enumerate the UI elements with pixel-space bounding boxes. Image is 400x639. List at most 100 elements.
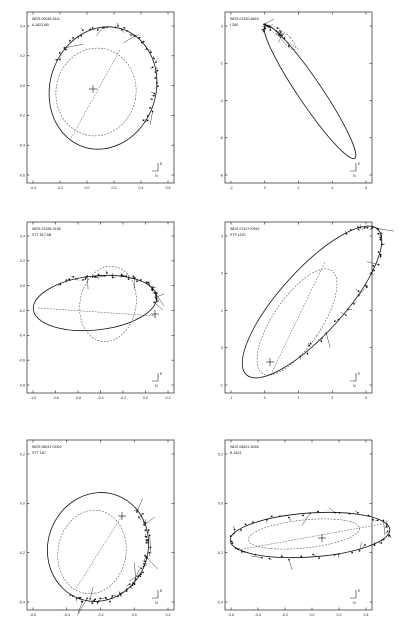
system-name: B 1624 bbox=[230, 451, 241, 455]
observation-point bbox=[334, 320, 336, 322]
observation-point bbox=[318, 557, 320, 559]
observation-point bbox=[134, 583, 136, 585]
wds-designation: WDS 03155-0158 bbox=[32, 227, 61, 231]
wds-designation: WDS 08041+2002 bbox=[32, 445, 61, 449]
observation-point bbox=[243, 551, 245, 553]
observation-point bbox=[358, 295, 360, 297]
observation-point bbox=[154, 292, 156, 294]
observation-point bbox=[105, 597, 107, 599]
observation-point bbox=[143, 524, 145, 526]
y-tick-label: 0.2 bbox=[20, 259, 25, 263]
compass-north-label: N bbox=[155, 174, 158, 178]
observation-point bbox=[149, 285, 151, 287]
system-name: A 1823 AB bbox=[32, 23, 49, 27]
y-tick-label: -0.4 bbox=[19, 334, 25, 338]
observation-point bbox=[140, 568, 142, 570]
compass-east-label: E bbox=[358, 589, 361, 593]
observation-point bbox=[380, 237, 382, 239]
observation-point bbox=[271, 515, 273, 517]
observation-point bbox=[109, 601, 111, 603]
compass-east-label: E bbox=[358, 372, 361, 376]
observation-point bbox=[75, 278, 77, 280]
observation-point bbox=[153, 58, 155, 60]
y-tick-label: -0.4 bbox=[217, 600, 223, 604]
observation-point bbox=[81, 601, 83, 603]
x-tick-label: -0.8 bbox=[52, 396, 58, 400]
observation-point bbox=[134, 277, 136, 279]
y-tick-label: 0.2 bbox=[20, 452, 25, 456]
observation-point bbox=[144, 529, 146, 531]
observation-point bbox=[72, 37, 74, 39]
observation-point bbox=[138, 516, 140, 518]
observation-point bbox=[129, 583, 131, 585]
observation-point bbox=[98, 274, 100, 276]
residual-line bbox=[289, 560, 292, 570]
observation-point bbox=[144, 555, 146, 557]
plot-frame bbox=[27, 440, 174, 610]
line-of-nodes bbox=[75, 516, 122, 590]
residual-line bbox=[377, 228, 394, 231]
observation-point bbox=[288, 559, 290, 561]
observation-point bbox=[143, 563, 145, 565]
observation-point bbox=[365, 285, 367, 287]
observation-point bbox=[372, 265, 374, 267]
residual-line bbox=[124, 36, 135, 42]
observation-point bbox=[112, 275, 114, 277]
x-tick-label: -0.6 bbox=[228, 613, 234, 617]
observation-point bbox=[94, 598, 96, 600]
observation-point bbox=[137, 576, 139, 578]
observation-point bbox=[65, 49, 67, 51]
observation-point bbox=[132, 583, 134, 585]
x-tick-label: 0.0 bbox=[132, 613, 137, 617]
observation-point bbox=[153, 302, 155, 304]
observation-point bbox=[156, 300, 158, 302]
observation-point bbox=[288, 45, 290, 47]
x-tick-label: 0.0 bbox=[85, 186, 90, 190]
observation-point bbox=[334, 554, 336, 556]
x-tick-label: 2 bbox=[331, 396, 333, 400]
observation-point bbox=[325, 332, 327, 334]
wds-designation: WDS 00046-5111 bbox=[32, 17, 60, 21]
residual-line bbox=[90, 587, 93, 599]
observation-point bbox=[149, 107, 151, 109]
observation-point bbox=[73, 276, 75, 278]
x-tick-label: 0 bbox=[264, 186, 266, 190]
observation-point bbox=[130, 586, 132, 588]
wds-designation: WDS 08421-5245 bbox=[230, 445, 259, 449]
compass-east-label: E bbox=[160, 589, 163, 593]
y-tick-label: 0.0 bbox=[20, 84, 25, 88]
observation-point bbox=[353, 303, 355, 305]
dashed-inner-ellipse bbox=[242, 257, 351, 387]
observation-point bbox=[136, 280, 138, 282]
x-tick-label: 4 bbox=[331, 186, 333, 190]
observation-point bbox=[132, 584, 134, 586]
observation-point bbox=[78, 597, 80, 599]
system-name: I 260 bbox=[230, 23, 238, 27]
observation-point bbox=[111, 597, 113, 599]
observation-point bbox=[68, 279, 70, 281]
observation-point bbox=[302, 515, 304, 517]
true-orbit-ellipse bbox=[229, 507, 392, 562]
y-tick-label: 0.0 bbox=[218, 502, 223, 506]
plot-frame bbox=[225, 222, 372, 393]
true-orbit-ellipse bbox=[255, 19, 364, 165]
observation-point bbox=[276, 30, 278, 32]
observation-point bbox=[366, 286, 368, 288]
y-tick-label: -0.4 bbox=[19, 600, 25, 604]
y-tick-label: 0 bbox=[221, 24, 223, 28]
observation-point bbox=[339, 512, 341, 514]
observation-point bbox=[153, 95, 155, 97]
observation-point bbox=[371, 272, 373, 274]
observation-point bbox=[269, 26, 271, 28]
observation-point bbox=[143, 566, 145, 568]
observation-point bbox=[85, 278, 87, 280]
observation-point bbox=[156, 70, 158, 72]
observation-point bbox=[112, 277, 114, 279]
y-tick-label: -0.6 bbox=[19, 173, 25, 177]
y-tick-label: -1 bbox=[220, 383, 223, 387]
observation-point bbox=[310, 343, 312, 345]
observation-point bbox=[368, 515, 370, 517]
